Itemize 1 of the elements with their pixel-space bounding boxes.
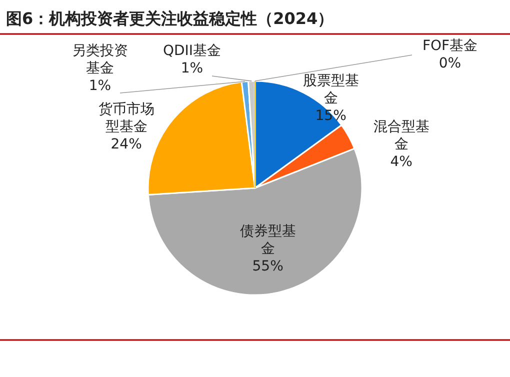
title: 图6：机构投资者更关注收益稳定性（2024） (6, 9, 334, 28)
